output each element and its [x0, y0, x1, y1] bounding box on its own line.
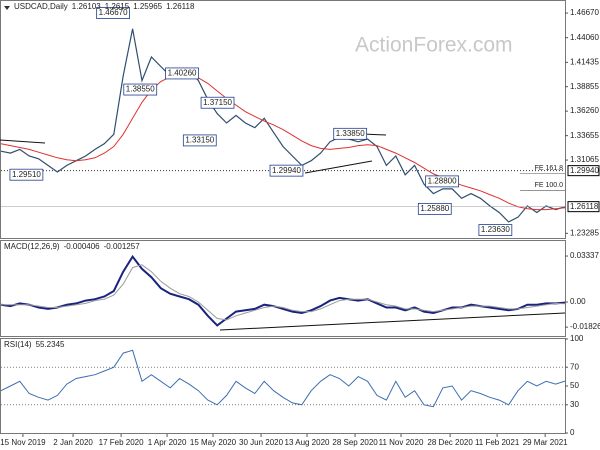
swing-box [425, 175, 459, 188]
y-tick-label: 0.03337 [570, 251, 599, 260]
x-tick-label: 13 Aug 2020 [285, 438, 330, 447]
x-tick-label: 2 Jan 2020 [53, 438, 93, 447]
macd-trend-line [219, 312, 566, 331]
price-label: 1.26118 [570, 202, 599, 211]
swing-box [417, 202, 452, 215]
y-tick-label: 1.38855 [570, 82, 599, 91]
fib-label: FE 161.8 [535, 165, 564, 172]
header-value: 1.2615 [105, 2, 130, 11]
fib-label: FE 100.0 [535, 182, 564, 189]
y-tick-label: 1.31065 [570, 155, 599, 164]
swing-box [478, 224, 513, 236]
swing-label: 1.40260 [168, 69, 197, 78]
x-tick-label: 30 Jun 2020 [239, 438, 284, 447]
swing-label: 1.33150 [185, 136, 214, 145]
x-tick-label: 1 Apr 2020 [148, 438, 187, 447]
level-box [567, 165, 600, 177]
rsi-frame [0, 338, 566, 434]
swing-box [200, 96, 235, 109]
y-tick-label: 1.44060 [570, 33, 599, 42]
swing-label: 1.28800 [428, 176, 457, 185]
series-line [1, 264, 566, 321]
macd-frame [0, 240, 566, 337]
y-tick-label: -0.018262 [570, 322, 600, 331]
swing-label: 1.25880 [420, 204, 449, 213]
header-title: USDCAD,Daily [14, 2, 68, 11]
x-tick-label: 28 Dec 2020 [427, 438, 473, 447]
swing-box [123, 83, 158, 96]
x-tick-label: 11 Feb 2021 [475, 438, 520, 447]
price-frame [0, 0, 566, 239]
y-tick-label: 70 [570, 362, 579, 371]
y-tick-label: 1.36260 [570, 106, 599, 115]
swing-label: 1.46670 [99, 8, 128, 17]
panel-value: -0.001257 [104, 242, 141, 251]
menu-arrow [4, 6, 10, 10]
swing-box [333, 127, 368, 140]
y-tick-label: 0 [570, 428, 575, 437]
swing-box [96, 7, 130, 19]
x-tick-label: 15 May 2020 [190, 438, 237, 447]
header-value: 1.26103 [72, 2, 101, 11]
swing-label: 1.29510 [12, 170, 41, 179]
swing-label: 1.33850 [336, 129, 365, 138]
y-tick-label: 1.46670 [570, 8, 599, 17]
level-label: 1.29940 [570, 166, 599, 175]
swing-box [9, 168, 44, 181]
series-line [0, 74, 566, 211]
header-value: 1.25965 [133, 2, 162, 11]
x-tick-label: 11 Nov 2020 [379, 438, 424, 447]
y-tick-label: 30 [570, 400, 579, 409]
y-tick-label: 50 [570, 381, 579, 390]
y-tick-label: 1.41435 [570, 57, 599, 66]
x-tick-label: 29 Mar 2021 [523, 438, 568, 447]
x-tick-label: 15 Nov 2019 [0, 438, 46, 447]
price-box [567, 201, 600, 213]
y-tick-label: 1.23285 [570, 228, 599, 237]
trend-line [0, 139, 46, 144]
trend-line [304, 160, 373, 174]
series-line [0, 349, 566, 408]
swing-box [165, 67, 199, 80]
series-line [0, 28, 566, 223]
swing-label: 1.23630 [481, 225, 510, 234]
panel-title: RSI(14) [4, 340, 32, 349]
swing-label: 1.37150 [203, 98, 232, 107]
swing-label: 1.38550 [126, 85, 155, 94]
swing-box [182, 134, 217, 147]
x-tick-label: 17 Feb 2020 [99, 438, 144, 447]
y-tick-label: 1.33655 [570, 131, 599, 140]
swing-box [269, 164, 304, 177]
series-line [0, 254, 566, 327]
panel-title: MACD(12,26,9) [4, 242, 60, 251]
swing-label: 1.29940 [272, 166, 301, 175]
panel-value: 55.2345 [36, 340, 65, 349]
panel-value: -0.000406 [64, 242, 101, 251]
y-tick-label: 100 [570, 334, 584, 343]
watermark: ActionForex.com [355, 34, 513, 57]
header-value: 1.26118 [166, 2, 195, 11]
y-tick-label: 0.00 [570, 297, 586, 306]
x-tick-label: 28 Sep 2020 [332, 438, 378, 447]
